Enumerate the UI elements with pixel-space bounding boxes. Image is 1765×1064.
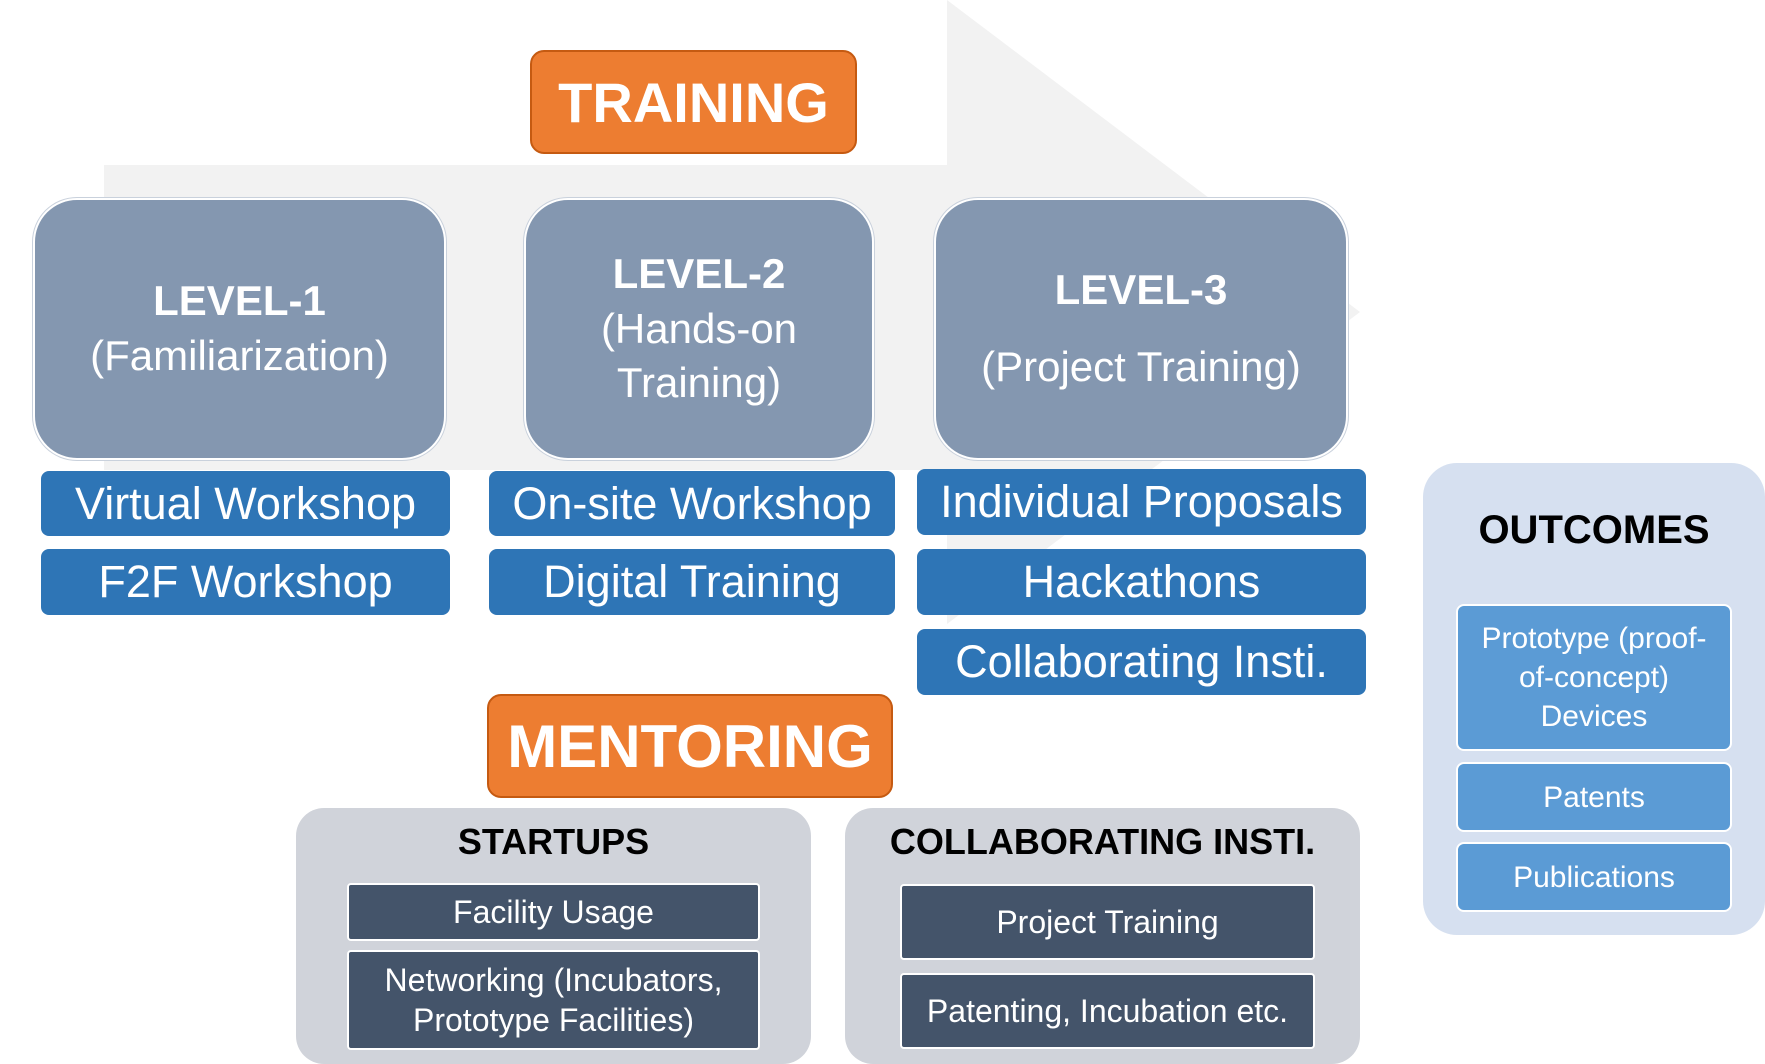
startups-title: STARTUPS xyxy=(457,821,650,862)
startups-item: Networking (Incubators, Prototype Facili… xyxy=(347,950,760,1050)
outcomes-title: OUTCOMES xyxy=(1478,508,1710,552)
level-3-item: Hackathons xyxy=(917,549,1366,615)
level-3-item: Collaborating Insti. xyxy=(917,629,1366,695)
level-1-title: LEVEL-1 xyxy=(153,277,326,325)
level-2-title: LEVEL-2 xyxy=(612,250,786,298)
level-3-box: LEVEL-3 (Project Training) xyxy=(934,198,1348,460)
level-2-box: LEVEL-2 (Hands-on Training) xyxy=(524,198,874,460)
level-1-item: F2F Workshop xyxy=(41,549,450,615)
startups-item: Facility Usage xyxy=(347,883,760,941)
mentoring-label: MENTORING xyxy=(487,694,893,798)
training-label: TRAINING xyxy=(530,50,857,154)
level-1-item: Virtual Workshop xyxy=(41,471,450,536)
level-1-box: LEVEL-1 (Familiarization) xyxy=(33,198,446,460)
outcome-item: Publications xyxy=(1456,842,1732,912)
level-3-title: LEVEL-3 xyxy=(1054,266,1228,314)
outcome-item: Prototype (proof-of-concept) Devices xyxy=(1456,604,1732,751)
collab-title: COLLABORATING INSTI. xyxy=(889,821,1316,862)
level-3-subtitle: (Project Training) xyxy=(981,343,1301,390)
outcome-item: Patents xyxy=(1456,762,1732,832)
level-2-subtitle: (Hands-on Training) xyxy=(600,304,798,407)
collab-item: Project Training xyxy=(900,884,1315,960)
level-2-item: On-site Workshop xyxy=(489,471,895,536)
level-2-item: Digital Training xyxy=(489,549,895,615)
level-3-item: Individual Proposals xyxy=(917,469,1366,535)
level-1-subtitle: (Familiarization) xyxy=(90,332,389,379)
collab-item: Patenting, Incubation etc. xyxy=(900,973,1315,1049)
